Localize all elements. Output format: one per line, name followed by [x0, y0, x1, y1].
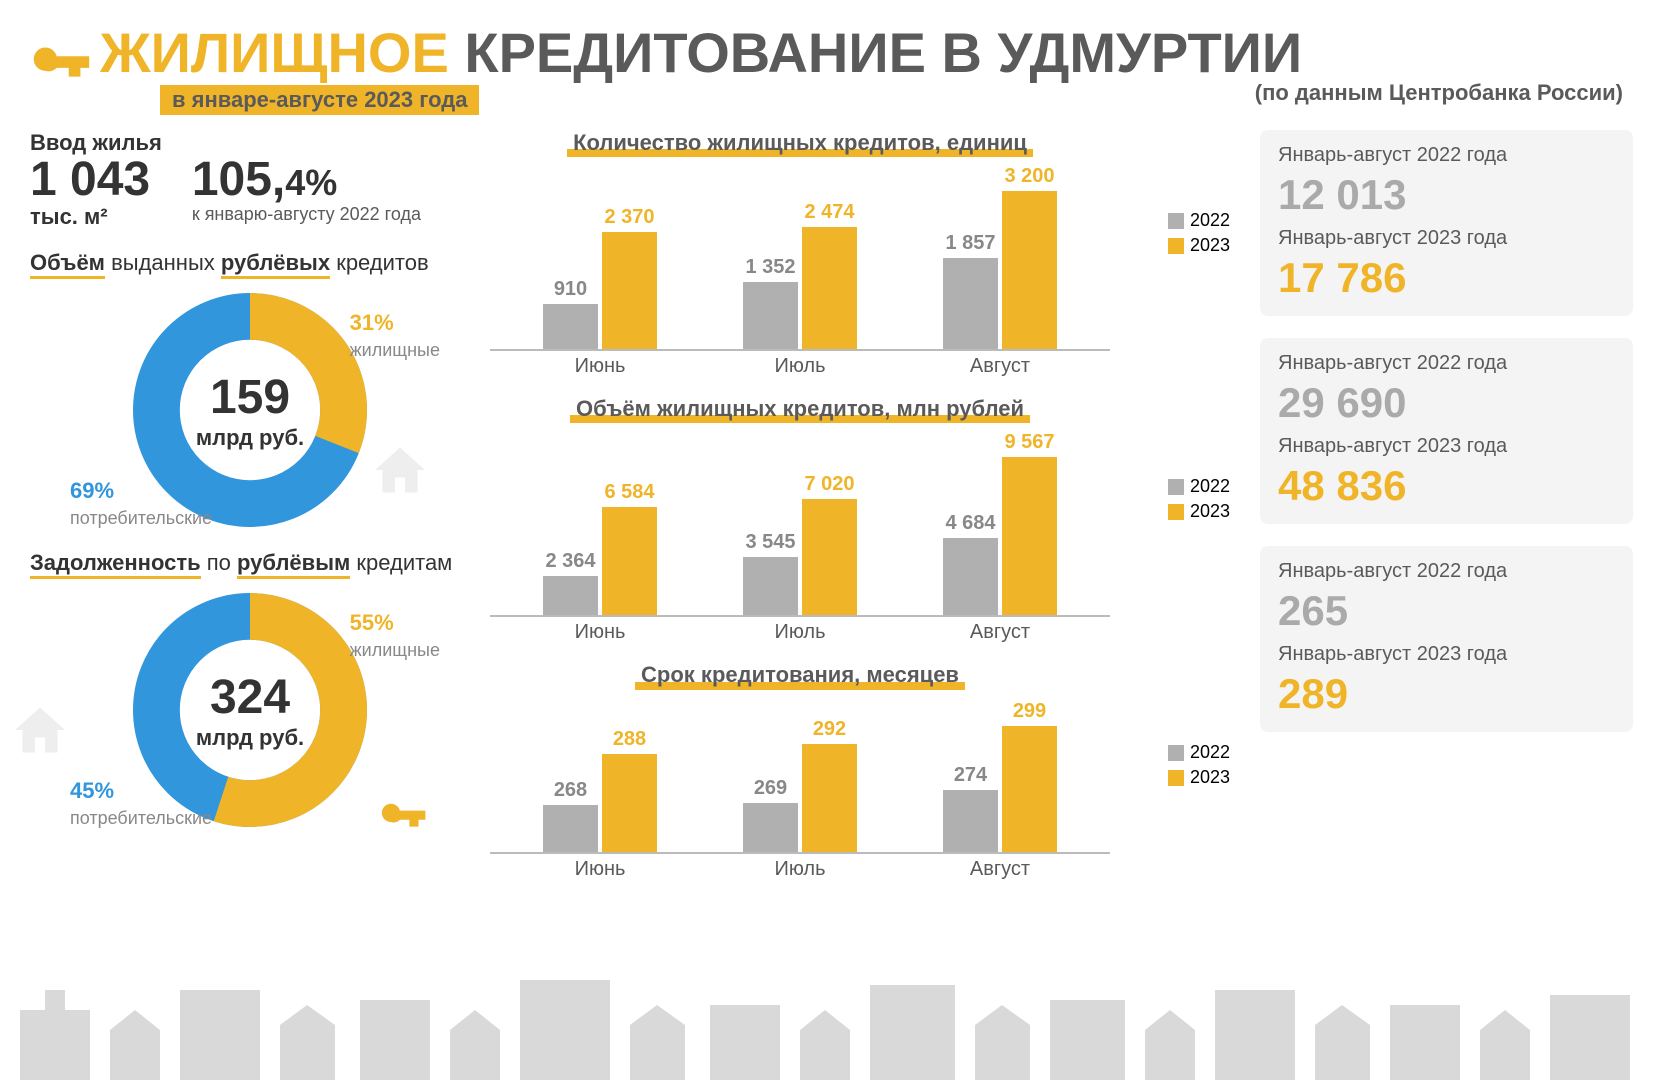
- bar-group: 9102 370: [525, 232, 675, 349]
- summary-volume: Январь-август 2022 года 29 690 Январь-ав…: [1260, 338, 1633, 524]
- x-axis-label: Июль: [725, 858, 875, 881]
- bar-2023: 7 020: [802, 499, 857, 615]
- bar-group: 1 8573 200: [925, 191, 1075, 349]
- stat-housing-value: 1 043: [30, 156, 162, 204]
- x-axis-label: Июль: [725, 621, 875, 644]
- charts-column: Количество жилищных кредитов, единиц 910…: [490, 130, 1110, 899]
- donut2-yellow-label: 55% жилищные: [350, 610, 440, 662]
- bar-2023: 6 584: [602, 507, 657, 616]
- subtitle-period: в январе-августе 2023 года: [160, 85, 479, 115]
- bar-2022: 2 364: [543, 576, 598, 615]
- donut1-blue-label: 69% потребительские: [70, 478, 212, 530]
- bar-2022: 4 684: [943, 538, 998, 615]
- chart-term-title: Срок кредитования, месяцев: [635, 668, 965, 689]
- bar-group: 3 5457 020: [725, 499, 875, 615]
- summary-volume-2022: 29 690: [1278, 379, 1615, 427]
- bar-2022: 910: [543, 304, 598, 349]
- bar-2022: 269: [743, 803, 798, 852]
- summary-volume-2023: 48 836: [1278, 462, 1615, 510]
- chart-volume: Объём жилищных кредитов, млн рублей 2 36…: [490, 396, 1110, 644]
- donut2-value: 324: [210, 670, 290, 725]
- x-axis-label: Июнь: [525, 621, 675, 644]
- chart-volume-title: Объём жилищных кредитов, млн рублей: [570, 402, 1030, 423]
- donut2-unit: млрд руб.: [196, 725, 304, 751]
- x-axis-label: Август: [925, 858, 1075, 881]
- volume-section-title: Объём выданных рублёвых кредитов: [30, 250, 470, 276]
- donut1-unit: млрд руб.: [196, 425, 304, 451]
- bar-2023: 2 474: [802, 227, 857, 349]
- x-axis-label: Июнь: [525, 858, 675, 881]
- page-title: ЖИЛИЩНОЕ КРЕДИТОВАНИЕ В УДМУРТИИ: [100, 20, 1633, 85]
- legend-term: 2022 2023: [1168, 742, 1230, 792]
- x-axis-label: Июль: [725, 355, 875, 378]
- donut-volume: 159 млрд руб. 31% жилищные 69% потребите…: [120, 280, 380, 540]
- stat-housing-unit: тыс. м²: [30, 204, 162, 230]
- bar-2022: 1 857: [943, 258, 998, 350]
- key-icon-small: [375, 790, 430, 850]
- x-axis-label: Июнь: [525, 355, 675, 378]
- debt-section-title: Задолженность по рублёвым кредитам: [30, 550, 470, 576]
- bar-group: 2 3646 584: [525, 507, 675, 616]
- bar-2023: 292: [802, 744, 857, 852]
- stat-growth-note: к январю-августу 2022 года: [192, 204, 421, 225]
- bar-group: 269292: [725, 744, 875, 852]
- bar-2023: 2 370: [602, 232, 657, 349]
- donut2-blue-label: 45% потребительские: [70, 778, 212, 830]
- summary-count: Январь-август 2022 года 12 013 Январь-ав…: [1260, 130, 1633, 316]
- key-icon: [25, 30, 95, 105]
- summary-count-2022: 12 013: [1278, 171, 1615, 219]
- donut-debt: 324 млрд руб. 55% жилищные 45% потребите…: [120, 580, 380, 840]
- stat-growth: 105,4% к январю-августу 2022 года: [192, 130, 421, 230]
- bar-2023: 9 567: [1002, 457, 1057, 615]
- legend-volume: 2022 2023: [1168, 476, 1230, 526]
- source-note: (по данным Центробанка России): [1255, 80, 1623, 106]
- summary-count-2023: 17 786: [1278, 254, 1615, 302]
- title-highlight: ЖИЛИЩНОЕ: [100, 21, 449, 84]
- bar-2022: 274: [943, 790, 998, 851]
- stat-growth-value: 105,4%: [192, 156, 421, 204]
- bar-group: 268288: [525, 754, 675, 851]
- summary-term: Январь-август 2022 года 265 Январь-авгус…: [1260, 546, 1633, 732]
- summary-term-2022: 265: [1278, 587, 1615, 635]
- bar-2022: 1 352: [743, 282, 798, 349]
- header: ЖИЛИЩНОЕ КРЕДИТОВАНИЕ В УДМУРТИИ в январ…: [0, 0, 1673, 115]
- left-column: Ввод жилья 1 043 тыс. м² 105,4% к январю…: [30, 130, 470, 899]
- skyline-decoration: [0, 970, 1673, 1080]
- summary-term-2023: 289: [1278, 670, 1615, 718]
- donut1-value: 159: [210, 370, 290, 425]
- bar-2023: 3 200: [1002, 191, 1057, 349]
- bar-group: 274299: [925, 726, 1075, 851]
- chart-term: Срок кредитования, месяцев 2682882692922…: [490, 662, 1110, 880]
- stat-housing: Ввод жилья 1 043 тыс. м²: [30, 130, 162, 230]
- title-rest: КРЕДИТОВАНИЕ В УДМУРТИИ: [449, 21, 1302, 84]
- bar-group: 1 3522 474: [725, 227, 875, 349]
- bar-2023: 288: [602, 754, 657, 851]
- x-axis-label: Август: [925, 355, 1075, 378]
- x-axis-label: Август: [925, 621, 1075, 644]
- chart-count-title: Количество жилищных кредитов, единиц: [567, 136, 1033, 157]
- house-bg-icon: [10, 700, 70, 765]
- bar-2022: 3 545: [743, 557, 798, 616]
- bar-group: 4 6849 567: [925, 457, 1075, 615]
- chart-count: Количество жилищных кредитов, единиц 910…: [490, 130, 1110, 378]
- bar-2023: 299: [1002, 726, 1057, 851]
- donut1-yellow-label: 31% жилищные: [350, 310, 440, 362]
- legend-count: 2022 2023: [1168, 210, 1230, 260]
- bar-2022: 268: [543, 805, 598, 851]
